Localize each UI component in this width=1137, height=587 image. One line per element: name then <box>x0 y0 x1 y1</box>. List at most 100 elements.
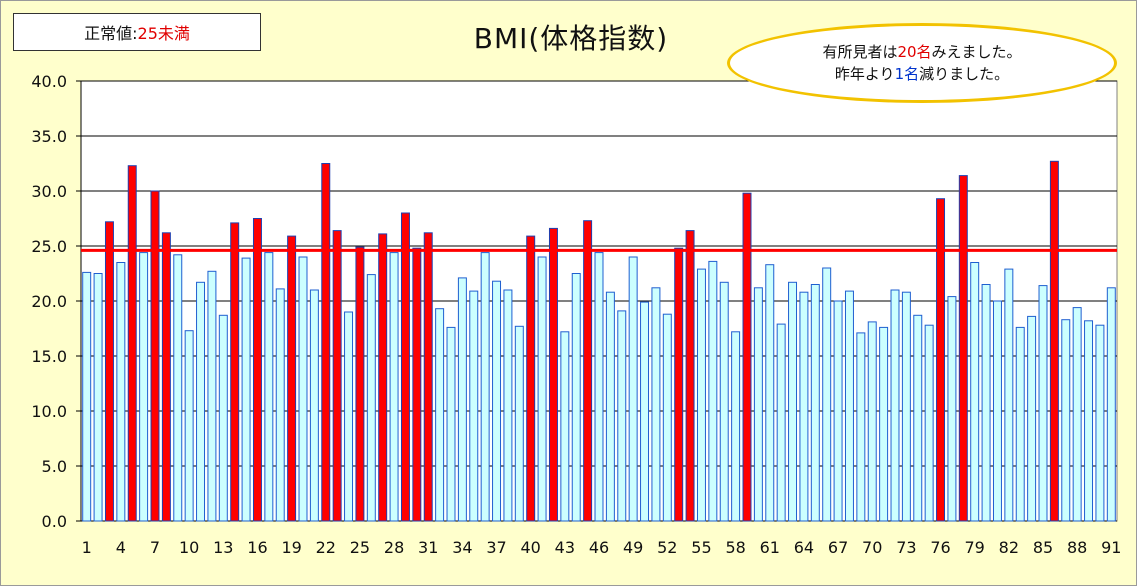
bar-20 <box>298 256 308 522</box>
x-tick-label: 1 <box>82 538 92 557</box>
bar-22 <box>321 163 331 522</box>
y-tick-label: 0.0 <box>42 512 67 531</box>
normal-value-value: 25未満 <box>137 24 190 43</box>
y-tick-label: 25.0 <box>31 237 67 256</box>
bar-23 <box>332 230 342 522</box>
x-tick-label: 10 <box>179 538 199 557</box>
bar-85 <box>1038 285 1048 522</box>
x-tick-label: 43 <box>555 538 575 557</box>
bar-5 <box>127 165 137 522</box>
callout-line-1: 有所見者は20名みえました。 <box>822 41 1021 63</box>
x-tick-label: 67 <box>828 538 848 557</box>
bar-15 <box>241 257 251 522</box>
bar-11 <box>196 281 206 522</box>
x-tick-label: 19 <box>281 538 301 557</box>
x-tick-label: 25 <box>350 538 370 557</box>
chart-title: BMI(体格指数) <box>473 22 669 55</box>
bar-45 <box>583 220 593 522</box>
bar-44 <box>571 273 581 522</box>
bar-48 <box>617 310 627 522</box>
bar-12 <box>207 270 217 522</box>
bar-10 <box>184 330 194 522</box>
y-tick-label: 30.0 <box>31 182 67 201</box>
x-tick-label: 70 <box>862 538 882 557</box>
x-tick-label: 91 <box>1101 538 1121 557</box>
bar-67 <box>833 300 843 522</box>
bar-66 <box>822 267 832 522</box>
bar-86 <box>1049 160 1059 522</box>
x-tick-label: 13 <box>213 538 233 557</box>
bar-28 <box>389 252 399 522</box>
bar-87 <box>1061 319 1071 522</box>
bar-70 <box>867 321 877 522</box>
bar-89 <box>1084 320 1094 522</box>
bar-38 <box>503 289 513 522</box>
bar-54 <box>685 230 695 522</box>
bar-62 <box>776 323 786 522</box>
bar-81 <box>992 300 1002 522</box>
bar-88 <box>1072 307 1082 522</box>
bar-43 <box>560 331 570 522</box>
normal-value-label: 正常値: <box>84 24 138 43</box>
bar-72 <box>890 289 900 522</box>
bar-26 <box>366 274 376 522</box>
bar-56 <box>708 260 718 522</box>
callout-line-2: 昨年より1名減りました。 <box>835 63 1009 85</box>
bar-69 <box>856 332 866 522</box>
bar-64 <box>799 291 809 522</box>
bar-83 <box>1015 326 1025 522</box>
bar-51 <box>651 287 661 522</box>
bar-59 <box>742 192 752 522</box>
bar-27 <box>378 233 388 522</box>
bar-90 <box>1095 324 1105 522</box>
x-tick-label: 4 <box>116 538 126 557</box>
y-tick-label: 5.0 <box>42 457 67 476</box>
bar-19 <box>287 235 297 522</box>
bar-37 <box>492 280 502 522</box>
callout-line1-suffix: みえました。 <box>931 43 1022 61</box>
bar-30 <box>412 247 422 522</box>
bar-6 <box>139 252 149 522</box>
bar-9 <box>173 254 183 522</box>
bar-82 <box>1004 268 1014 522</box>
bar-65 <box>810 284 820 522</box>
bar-39 <box>514 325 524 522</box>
bar-14 <box>230 222 240 522</box>
bar-57 <box>719 281 729 522</box>
bar-78 <box>958 175 968 522</box>
x-tick-label: 88 <box>1067 538 1087 557</box>
bar-74 <box>913 314 923 522</box>
bar-47 <box>605 291 615 522</box>
callout-line2-text: 昨年より <box>834 65 895 83</box>
bar-8 <box>161 232 171 522</box>
bar-68 <box>844 290 854 522</box>
x-tick-label: 79 <box>965 538 985 557</box>
x-tick-label: 31 <box>418 538 438 557</box>
bar-63 <box>788 281 798 522</box>
x-tick-label: 58 <box>725 538 745 557</box>
x-tick-label: 85 <box>1033 538 1053 557</box>
bar-25 <box>355 246 365 522</box>
bar-91 <box>1106 287 1116 522</box>
bar-60 <box>753 287 763 522</box>
bar-79 <box>970 262 980 522</box>
bar-18 <box>275 288 285 522</box>
callout-line1-text: 有所見者は <box>822 43 898 61</box>
bar-16 <box>252 218 262 522</box>
bar-17 <box>264 252 274 522</box>
x-tick-label: 61 <box>760 538 780 557</box>
x-tick-label: 49 <box>623 538 643 557</box>
bar-76 <box>936 198 946 522</box>
bar-29 <box>400 212 410 522</box>
bar-34 <box>457 277 467 522</box>
x-tick-label: 82 <box>999 538 1019 557</box>
x-tick-label: 52 <box>657 538 677 557</box>
x-tick-label: 34 <box>452 538 472 557</box>
bar-58 <box>731 331 741 522</box>
callout-line1-count: 20名 <box>897 43 932 61</box>
bar-73 <box>901 291 911 522</box>
bar-42 <box>548 227 558 522</box>
y-tick-label: 10.0 <box>31 402 67 421</box>
callout-ellipse: 有所見者は20名みえました。 昨年より1名減りました。 <box>727 23 1117 103</box>
bar-2 <box>93 273 103 522</box>
